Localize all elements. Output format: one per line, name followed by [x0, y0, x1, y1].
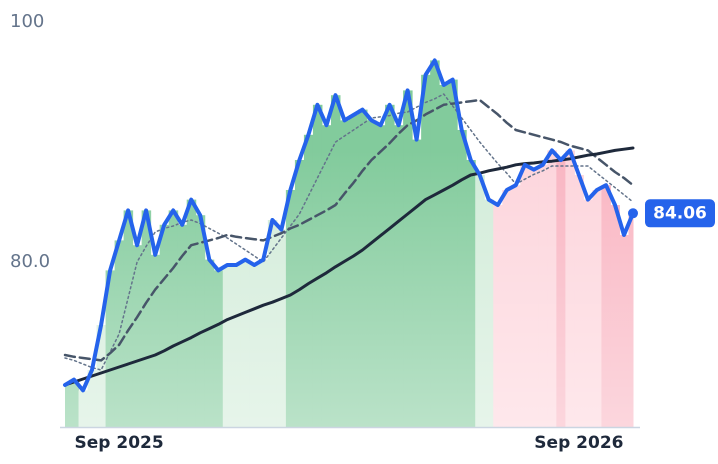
- x-tick-label: Sep 2026: [534, 433, 623, 453]
- x-tick-label: Sep 2025: [75, 433, 164, 453]
- series-line: [63, 58, 635, 393]
- y-tick-label: 100: [10, 11, 44, 32]
- label-layer: 80.0 100 Sep 2025 Sep 2026 84.06: [10, 11, 715, 453]
- series-line: [63, 98, 635, 362]
- area-fade: [65, 150, 635, 427]
- series-line: [63, 146, 635, 387]
- last-value-label: 84.06: [653, 203, 707, 223]
- last-value-badge: [645, 199, 715, 228]
- series-line: [64, 93, 634, 371]
- line-layer: [63, 58, 638, 393]
- last-point: [628, 208, 638, 219]
- y-tick-label: 80.0: [10, 251, 50, 272]
